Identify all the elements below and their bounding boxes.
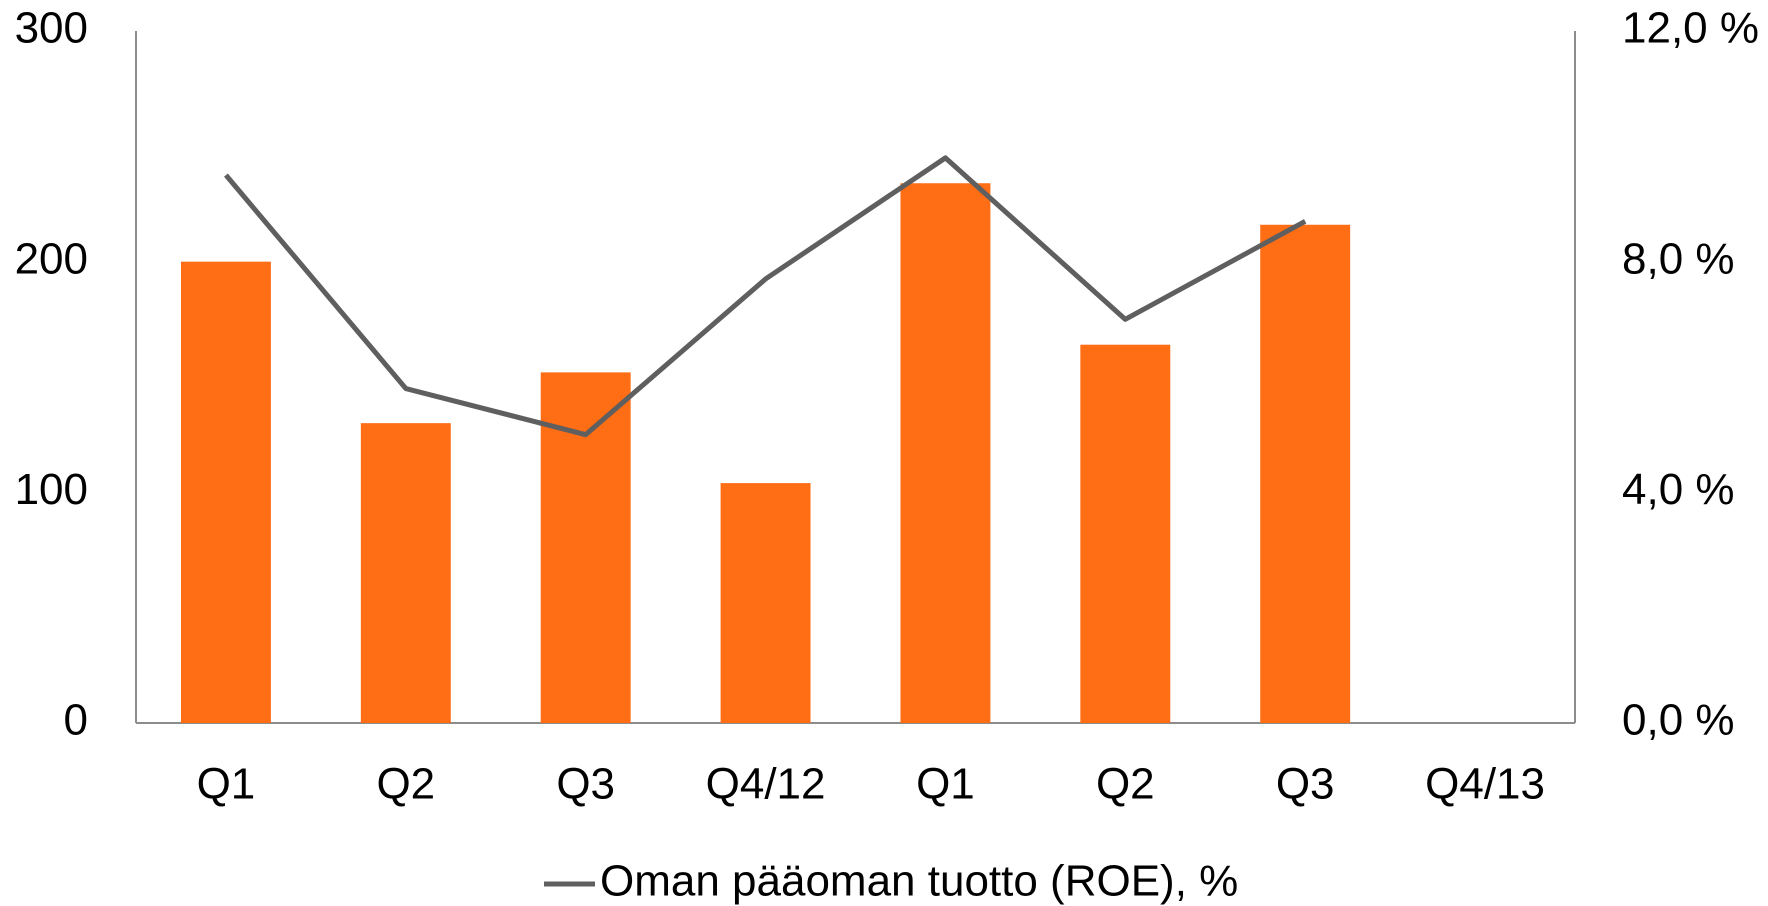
y-tick-label: 200	[15, 234, 88, 283]
y-tick-label: 0	[64, 696, 88, 745]
bar	[540, 372, 631, 723]
x-tick-label: Q3	[1276, 760, 1335, 809]
x-tick-label: Q4/13	[1425, 760, 1545, 809]
bar	[900, 183, 991, 724]
y2-tick-label: 0,0 %	[1622, 696, 1735, 745]
x-tick-label: Q3	[556, 760, 615, 809]
x-tick-label: Q2	[376, 760, 435, 809]
bar	[180, 261, 271, 723]
y-tick-label: 300	[15, 4, 88, 53]
legend-label: Oman pääoman tuotto (ROE), %	[600, 857, 1238, 906]
y-tick-label: 100	[15, 465, 88, 514]
x-tick-label: Q2	[1096, 760, 1155, 809]
y2-tick-label: 8,0 %	[1622, 234, 1735, 283]
x-tick-label: Q1	[916, 760, 975, 809]
line	[224, 155, 1307, 438]
x-tick-label: Q4/12	[706, 760, 826, 809]
bar	[1080, 344, 1171, 723]
bar	[1260, 224, 1351, 723]
y2-tick-label: 12,0 %	[1622, 4, 1759, 53]
bar	[720, 483, 811, 723]
bar	[360, 423, 451, 723]
y2-tick-label: 4,0 %	[1622, 465, 1735, 514]
x-tick-label: Q1	[197, 760, 256, 809]
